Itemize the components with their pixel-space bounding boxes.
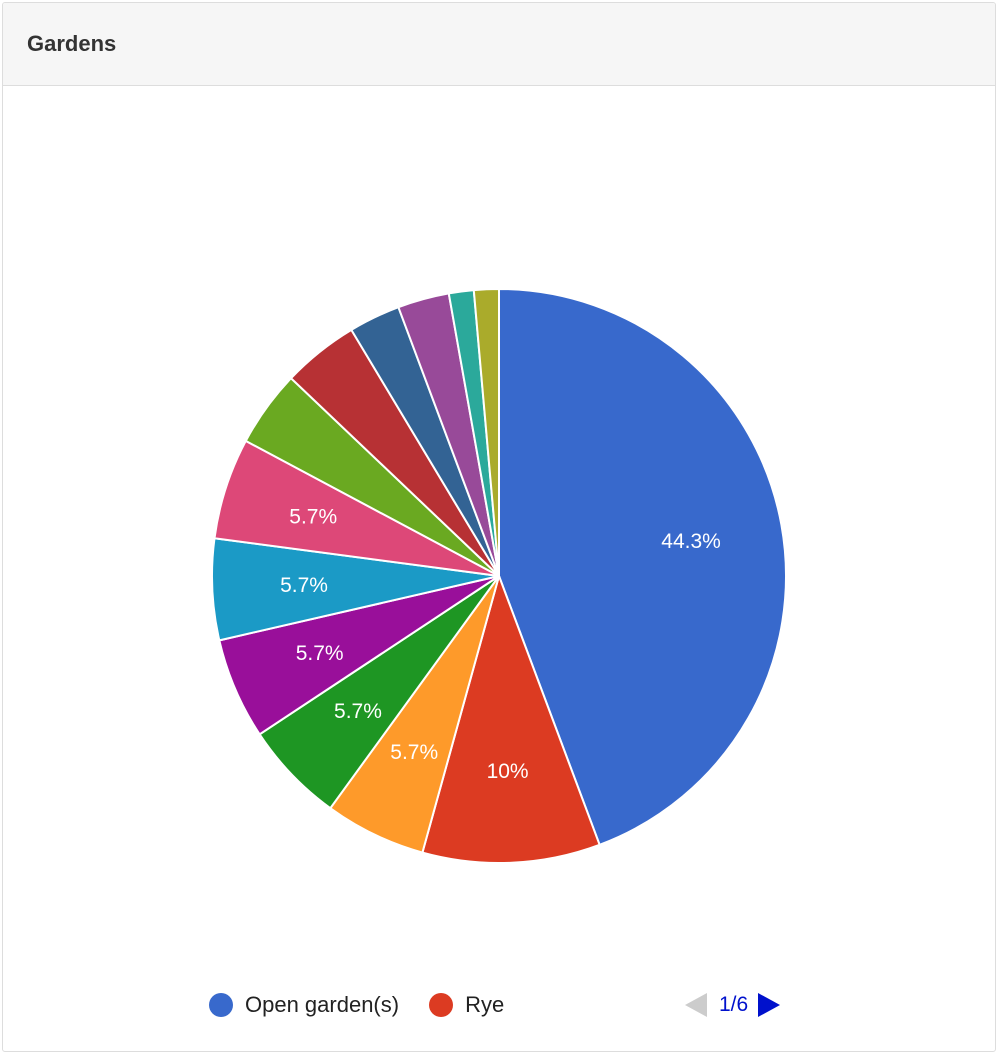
legend-label: Rye bbox=[465, 992, 505, 1017]
legend-swatch bbox=[429, 993, 454, 1017]
slice-data-label: 5.7% bbox=[280, 574, 328, 597]
slice-data-label: 5.7% bbox=[296, 642, 344, 665]
next-page-arrow-icon[interactable] bbox=[758, 993, 781, 1017]
slice-data-label: 5.7% bbox=[289, 505, 337, 528]
legend-pager: 1/6 bbox=[685, 988, 781, 1022]
chart-legend: Open garden(s) Rye bbox=[209, 988, 534, 1022]
panel-title: Gardens bbox=[27, 31, 117, 56]
slice-data-label: 5.7% bbox=[334, 700, 382, 723]
pie-chart-area: 44.3% 10% 5.7% 5.7% 5.7% 5.7% 5.7% Open garden… bbox=[3, 86, 995, 1051]
pie-chart: 44.3% 10% 5.7% 5.7% 5.7% 5.7% 5.7% bbox=[211, 287, 787, 864]
legend-page-indicator: 1/6 bbox=[719, 993, 749, 1016]
previous-page-arrow-icon bbox=[685, 993, 707, 1017]
pie-slice[interactable] bbox=[421, 572, 601, 864]
slice-data-label: 5.7% bbox=[390, 741, 438, 764]
legend-swatch bbox=[209, 993, 233, 1017]
slice-data-label: 44.3% bbox=[661, 530, 721, 553]
pie-slice[interactable] bbox=[472, 287, 500, 577]
slice-data-label: 10% bbox=[487, 760, 529, 783]
pie-slice[interactable] bbox=[498, 287, 787, 847]
legend-item-rye[interactable]: Rye bbox=[429, 992, 504, 1018]
legend-label: Open garden(s) bbox=[245, 992, 400, 1017]
panel-heading: Gardens bbox=[3, 3, 995, 86]
legend-item-open-gardens[interactable]: Open garden(s) bbox=[209, 992, 399, 1018]
